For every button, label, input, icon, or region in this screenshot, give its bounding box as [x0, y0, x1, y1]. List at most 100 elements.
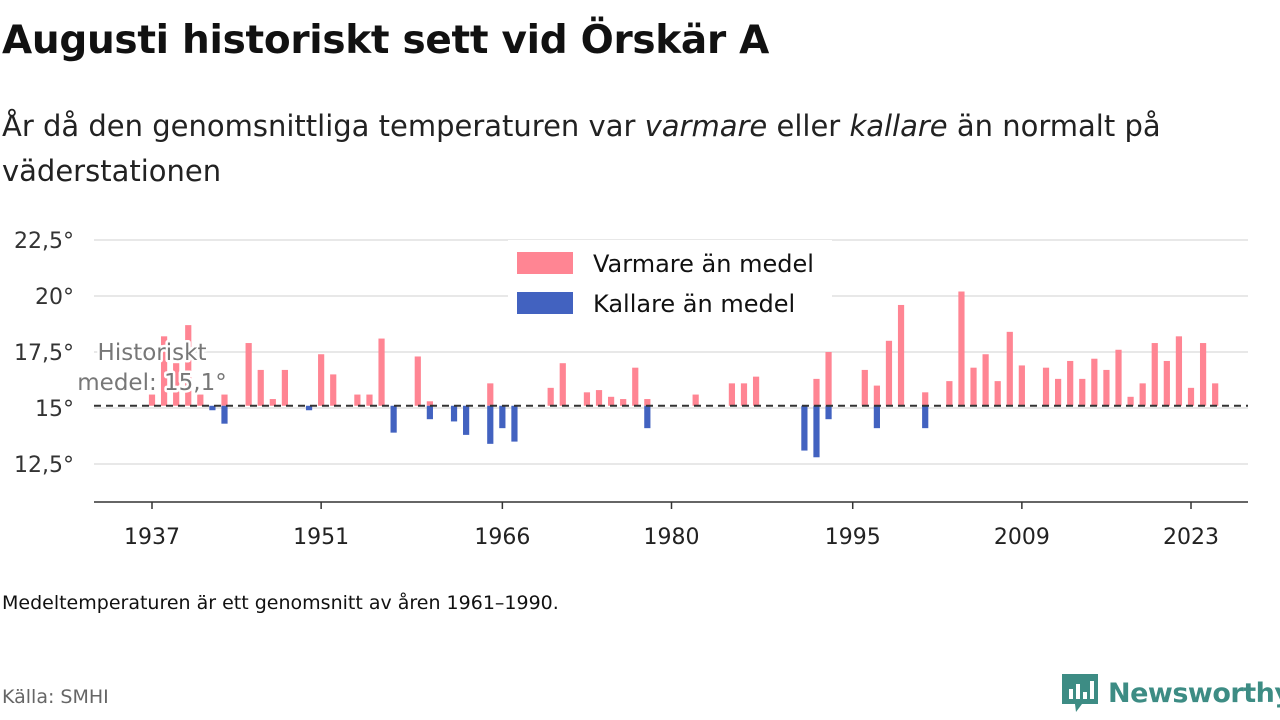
- bar-warmer: [1212, 383, 1219, 406]
- bar-colder: [499, 405, 506, 429]
- bar-warmer: [547, 387, 554, 406]
- bar-warmer: [825, 352, 832, 406]
- newsworthy-logo-icon: [1062, 674, 1098, 712]
- chart-subtitle: År då den genomsnittliga temperaturen va…: [2, 104, 1222, 194]
- bar-warmer: [318, 354, 325, 406]
- bar-colder: [305, 405, 313, 411]
- bar-warmer: [897, 304, 905, 406]
- bar-warmer: [994, 381, 1001, 406]
- bar-warmer: [873, 385, 880, 406]
- bar-warmer: [281, 369, 288, 406]
- bar-warmer: [257, 369, 264, 406]
- x-tick-label: 1966: [474, 525, 530, 550]
- bar-warmer: [620, 399, 627, 406]
- subtitle-warmer-word: varmare: [644, 109, 768, 143]
- bar-warmer: [160, 336, 168, 406]
- bar-colder: [825, 405, 832, 420]
- baseline-label: Historiskt: [98, 340, 207, 366]
- y-tick-label: 17,5°: [14, 341, 74, 366]
- bar-warmer: [692, 394, 699, 406]
- bar-colder: [801, 405, 808, 451]
- temperature-bar-chart: 12,5° 15° 17,5° 20° 22,5° 1937 1951 1966 1980 199…: [14, 229, 1248, 550]
- bar-warmer: [813, 378, 820, 406]
- subtitle-part-5: än normalt på väderstationen: [2, 109, 1161, 188]
- bar-colder: [813, 405, 820, 458]
- baseline-label-halo: medel: 15,1°: [77, 370, 226, 396]
- bar-warmer: [1103, 369, 1110, 406]
- y-tick-label: 22,5°: [14, 229, 74, 254]
- bar-warmer: [958, 291, 965, 406]
- bar-warmer: [946, 381, 953, 406]
- bar-warmer: [861, 369, 868, 406]
- bar-colder: [463, 405, 470, 435]
- bar-warmer: [414, 356, 421, 406]
- y-tick-label: 12,5°: [14, 453, 74, 478]
- bar-warmer: [644, 399, 651, 406]
- bar-colder: [873, 405, 880, 429]
- bar-warmer: [970, 367, 977, 406]
- bar-warmer: [1175, 336, 1183, 406]
- bar-warmer: [1199, 343, 1207, 406]
- bar-warmer: [1079, 378, 1086, 406]
- legend-label-warmer: Varmare än medel: [593, 250, 814, 278]
- subtitle-part-1: År då den genomsnittliga temperaturen va…: [2, 109, 645, 143]
- bar-colder: [450, 405, 458, 422]
- bar-warmer: [632, 367, 639, 406]
- bar-warmer: [922, 392, 929, 406]
- bar-warmer: [426, 401, 433, 406]
- bar-warmer: [1042, 367, 1050, 406]
- bar-warmer: [1018, 365, 1025, 406]
- bar-warmer: [1187, 387, 1195, 406]
- legend-swatch-colder: [517, 292, 573, 314]
- footnote: Medeltemperaturen är ett genomsnitt av å…: [2, 592, 559, 614]
- bar-warmer: [559, 363, 566, 406]
- x-tick-label: 2023: [1163, 525, 1219, 550]
- bar-warmer: [1067, 360, 1074, 406]
- bar-warmer: [185, 325, 192, 406]
- bar-warmer: [1115, 349, 1122, 406]
- bar-warmer: [885, 340, 893, 406]
- bar-warmer: [607, 396, 615, 406]
- subtitle-colder-word: kallare: [849, 109, 948, 143]
- bar-colder: [922, 405, 929, 429]
- baseline-label: medel: 15,1°: [77, 370, 226, 396]
- bar-warmer: [354, 394, 361, 406]
- y-tick-label: 20°: [35, 285, 74, 310]
- bar-warmer: [1151, 343, 1158, 406]
- bar-warmer: [148, 394, 156, 406]
- bar-warmer: [1006, 331, 1013, 406]
- baseline-label-halo: Historiskt: [98, 340, 207, 366]
- bar-colder: [221, 405, 228, 424]
- x-tick-label: 2009: [994, 525, 1050, 550]
- bar-warmer: [173, 363, 180, 406]
- bar-warmer: [1163, 360, 1170, 406]
- x-tick-label: 1937: [124, 525, 180, 550]
- bar-warmer: [378, 338, 385, 406]
- bar-colder: [209, 405, 216, 411]
- bar-warmer: [982, 354, 989, 406]
- bar-warmer: [752, 376, 760, 406]
- bar-colder: [426, 405, 433, 420]
- bar-warmer: [197, 394, 204, 406]
- x-tick-label: 1951: [293, 525, 349, 550]
- y-tick-label: 15°: [35, 397, 74, 422]
- source-credit: Källa: SMHI: [2, 686, 109, 708]
- bar-warmer: [1139, 383, 1146, 406]
- bar-colder: [487, 405, 494, 444]
- bar-warmer: [221, 394, 228, 406]
- x-tick-label: 1980: [644, 525, 700, 550]
- legend-label-colder: Kallare än medel: [593, 290, 795, 318]
- bar-colder: [644, 405, 651, 429]
- bar-warmer: [245, 343, 252, 406]
- chart-title: Augusti historiskt sett vid Örskär A: [2, 18, 770, 63]
- bar-warmer: [1055, 378, 1062, 406]
- subtitle-part-3: eller: [767, 109, 850, 143]
- bar-warmer: [1127, 396, 1134, 406]
- bar-warmer: [366, 394, 373, 406]
- bar-colder: [390, 405, 397, 433]
- bar-warmer: [330, 374, 337, 406]
- bar-warmer: [487, 383, 494, 406]
- brand-logo: Newsworthy: [1060, 672, 1280, 714]
- bar-warmer: [1091, 358, 1098, 406]
- brand-name: Newsworthy: [1108, 677, 1280, 709]
